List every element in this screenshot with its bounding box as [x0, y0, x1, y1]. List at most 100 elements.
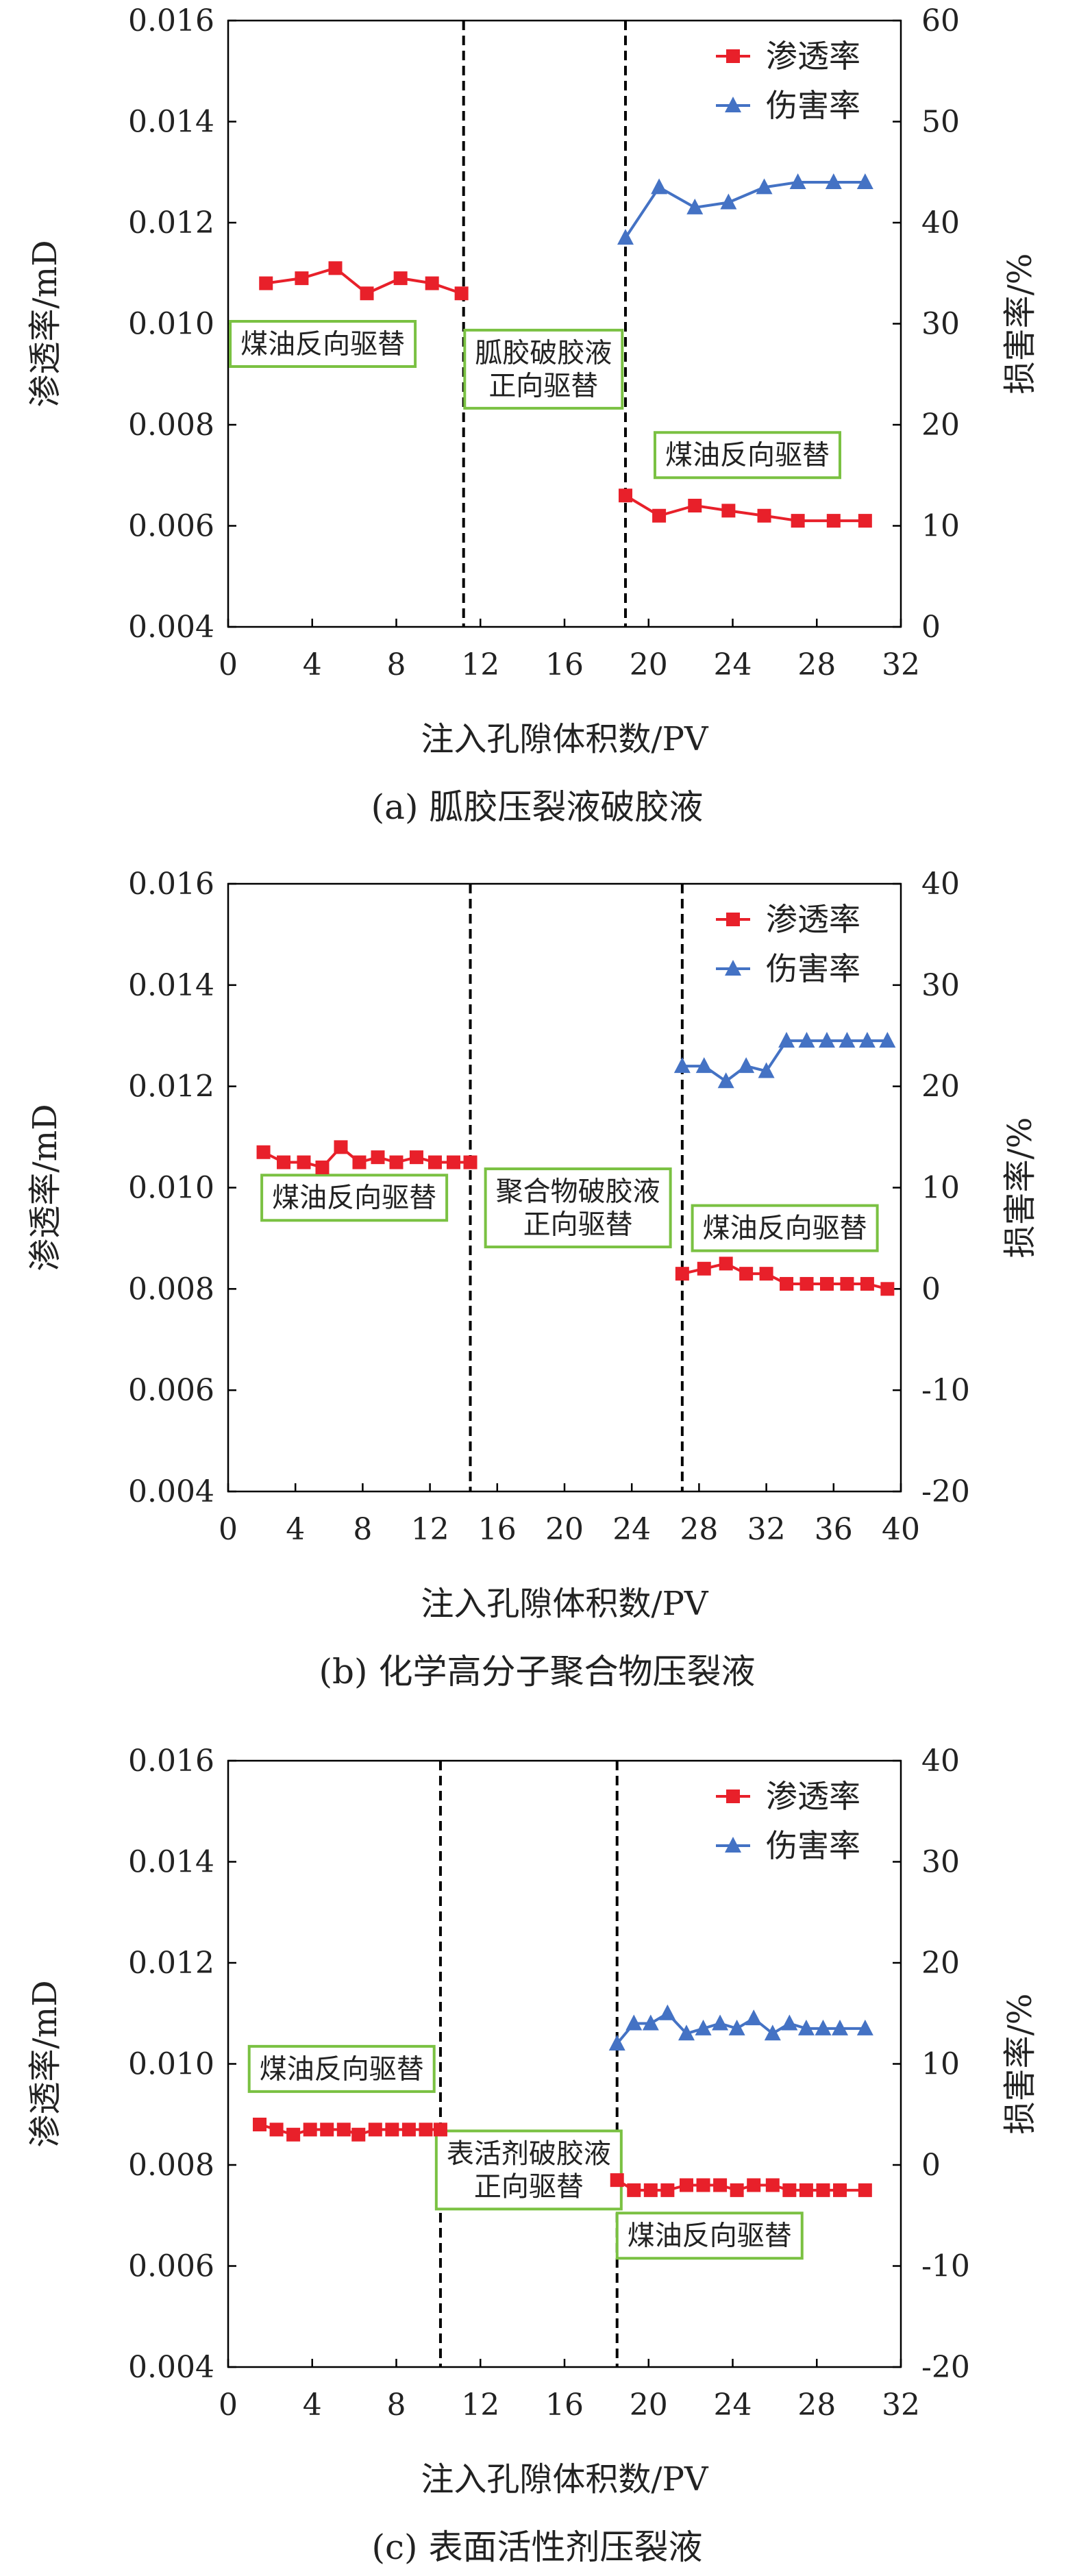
data-point [673, 1057, 691, 1074]
y-tick-label-left: 0.010 [128, 1171, 214, 1206]
legend-marker [726, 913, 740, 926]
data-point [782, 2183, 797, 2197]
x-tick-label: 20 [630, 2388, 668, 2423]
annotation-text: 煤油反向驱替 [703, 1213, 867, 1244]
y-axis-label-right: 损害率/% [1001, 1117, 1039, 1259]
data-point [879, 1032, 896, 1048]
data-point [858, 514, 872, 528]
y-tick-label-right: 30 [921, 968, 960, 1003]
y-tick-label-right: 20 [921, 1946, 960, 1981]
data-point [253, 2118, 267, 2131]
y-tick-label-left: 0.008 [128, 408, 214, 443]
data-point [696, 2178, 710, 2192]
y-tick-label-left: 0.016 [128, 1744, 214, 1779]
legend-marker [725, 97, 741, 112]
data-point [625, 2014, 643, 2031]
legend-item: 渗透率 [716, 901, 860, 938]
data-point [781, 2014, 798, 2031]
y-tick-label-left: 0.012 [128, 206, 214, 240]
x-tick-label: 8 [387, 2388, 406, 2423]
annotation-box: 煤油反向驱替 [247, 2044, 436, 2093]
data-point [839, 1032, 856, 1048]
y-tick-label-left: 0.014 [128, 105, 214, 140]
x-tick-label: 8 [353, 1512, 372, 1547]
x-tick-label: 24 [714, 2388, 752, 2423]
x-tick-label: 16 [545, 647, 584, 682]
annotation-frame [463, 328, 624, 410]
data-point [608, 2035, 625, 2051]
series-damage-rate [673, 1032, 896, 1089]
chart-panel-c: 0 4 8 12 16 20 24 28 32 0.004 0.006 0.008 0.010 0.012… [26, 1744, 1039, 2567]
data-point [818, 1032, 835, 1048]
data-point [799, 1276, 814, 1291]
y-tick-label-left: 0.008 [128, 1272, 214, 1306]
chart-panel-a: 0 4 8 12 16 20 24 28 32 0.004 0.006 0.008 0.010 0.012… [26, 3, 1039, 827]
data-point [739, 1267, 754, 1281]
y-tick-label-right: 10 [921, 509, 960, 544]
x-tick-label: 28 [797, 2388, 836, 2423]
y-tick-label-left: 0.014 [128, 1845, 214, 1880]
data-point [618, 488, 632, 503]
y-tick-label-right: -10 [921, 1373, 970, 1408]
annotation-text: 煤油反向驱替 [272, 1182, 436, 1214]
y-axis-label-left: 渗透率/mD [26, 1104, 64, 1271]
data-point [610, 2173, 624, 2188]
data-point [334, 1140, 348, 1154]
x-tick-label: 12 [411, 1512, 449, 1547]
x-tick-label: 24 [714, 647, 752, 682]
series-permeability [256, 1140, 895, 1296]
annotation-text: 胍胶破胶液 [475, 337, 612, 369]
annotation-frame [484, 1167, 672, 1249]
data-point [798, 1032, 815, 1048]
data-point [730, 2183, 744, 2197]
data-point [678, 2024, 695, 2041]
data-point [659, 2004, 676, 2020]
data-point [295, 271, 309, 286]
y-tick-label-left: 0.004 [128, 1474, 214, 1509]
data-point [721, 504, 736, 518]
x-tick-label: 4 [303, 647, 322, 682]
data-point [256, 1145, 271, 1159]
data-point [368, 2122, 382, 2137]
y-tick-label-right: 20 [921, 1069, 960, 1104]
data-point [627, 2183, 641, 2197]
data-point [819, 1276, 834, 1291]
annotation-box: 煤油反向驱替 [653, 431, 841, 480]
data-point [433, 2122, 447, 2137]
y-tick-label-right: 0 [921, 1272, 941, 1306]
y-tick-label-right: 40 [921, 867, 960, 902]
x-tick-label: 0 [219, 1512, 238, 1547]
data-point [720, 193, 737, 210]
legend-item: 伤害率 [716, 1827, 860, 1864]
data-point [697, 1261, 711, 1276]
data-point [713, 2178, 728, 2192]
legend-marker [725, 1837, 741, 1853]
data-point [757, 508, 771, 523]
data-point [352, 1155, 367, 1169]
data-point [858, 1032, 876, 1048]
series-damage-rate [608, 2004, 873, 2051]
annotation-text: 煤油反向驱替 [665, 440, 830, 471]
data-point [371, 1150, 385, 1165]
data-point [856, 2019, 873, 2035]
data-point [758, 1062, 775, 1078]
data-point [393, 271, 408, 286]
data-point [315, 1160, 330, 1174]
annotation-frame [247, 2044, 436, 2093]
data-point [745, 2009, 762, 2026]
x-tick-label: 4 [286, 1512, 305, 1547]
data-point [826, 514, 841, 528]
data-point [832, 2019, 849, 2035]
y-tick-label-left: 0.016 [128, 3, 214, 38]
legend-item: 渗透率 [716, 38, 860, 75]
legend-marker [726, 49, 740, 63]
data-point [651, 178, 668, 195]
data-point [336, 2122, 351, 2137]
data-point [780, 1276, 794, 1291]
y-tick-label-right: 60 [921, 3, 960, 38]
x-tick-label: 24 [612, 1512, 651, 1547]
annotation-box: 煤油反向驱替 [691, 1204, 879, 1252]
y-axis-label-right: 损害率/% [1001, 1994, 1039, 2135]
